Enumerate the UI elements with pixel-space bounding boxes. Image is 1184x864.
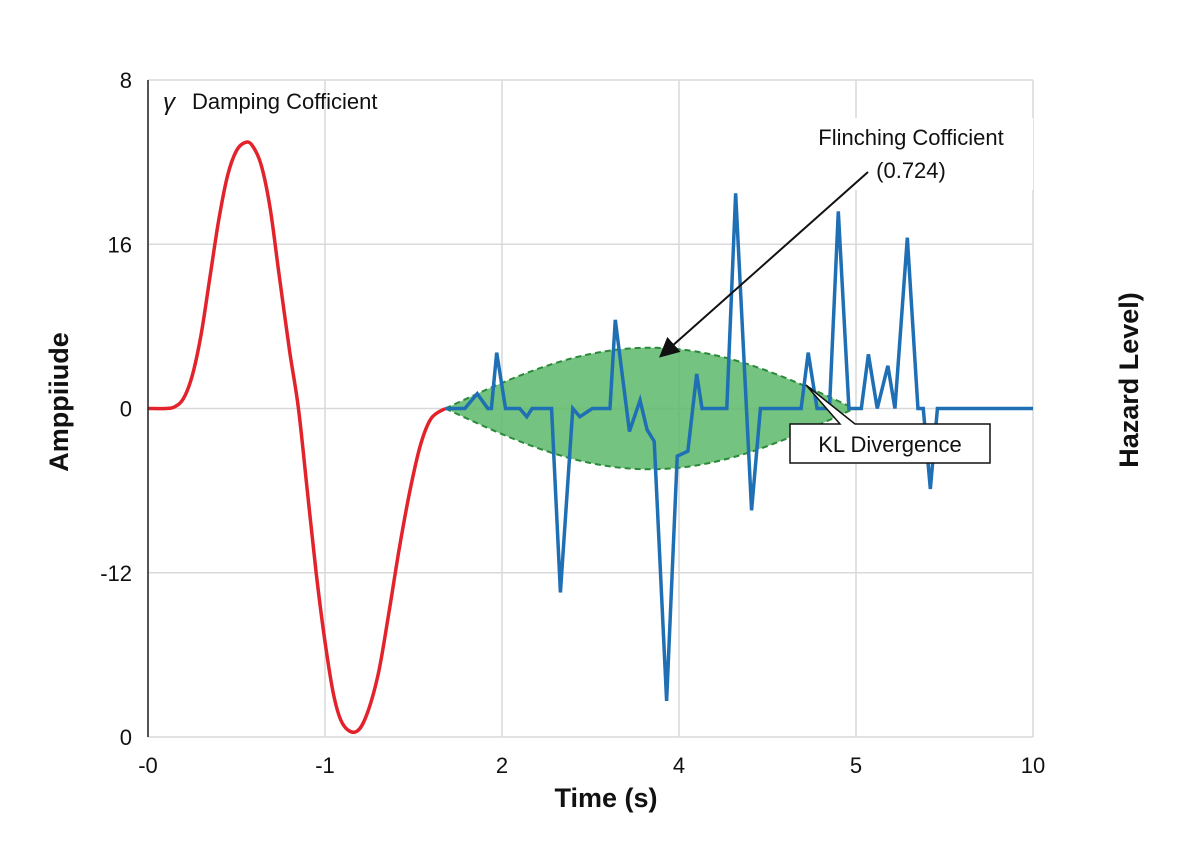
kl-band-lower-edge [444, 407, 855, 471]
y-tick-label: 8 [120, 68, 132, 93]
flinching-value: (0.724) [876, 158, 946, 183]
x-tick-label: 10 [1021, 753, 1045, 778]
hazard-series-line [445, 193, 1033, 701]
legend-damping-label: Damping Cofficient [192, 89, 377, 114]
legend-gamma-symbol: γ [163, 89, 177, 116]
y-tick-label: 0 [120, 725, 132, 750]
x-tick-label: -1 [315, 753, 335, 778]
x-tick-label: 2 [496, 753, 508, 778]
damping-series-line [147, 140, 447, 735]
kl-divergence-band [445, 347, 855, 470]
y-tick-label: -12 [100, 561, 132, 586]
kl-divergence-label: KL Divergence [818, 432, 961, 457]
x-tick-label: 5 [850, 753, 862, 778]
y-tick-label: 16 [108, 232, 132, 257]
y-tick-label: 0 [120, 397, 132, 422]
flinching-label: Flinching Cofficient [818, 125, 1003, 150]
y-axis-label: Amppiiude [44, 332, 74, 472]
x-tick-label: 4 [673, 753, 685, 778]
x-tick-label: -0 [138, 753, 158, 778]
kl-band-upper-edge [444, 346, 855, 410]
kl-divergence-callout: KL Divergence [789, 384, 991, 464]
right-axis-label: Hazard Level) [1114, 292, 1144, 468]
flinching-arrow [659, 171, 869, 358]
x-axis-label: Time (s) [554, 783, 657, 813]
flinching-label-bg [788, 118, 1033, 190]
